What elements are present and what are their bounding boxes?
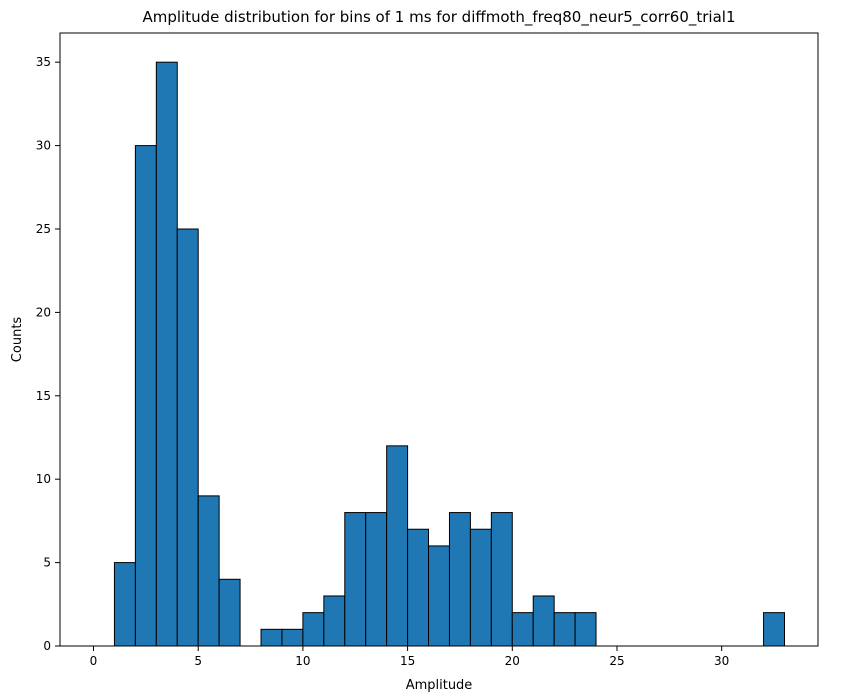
- chart-title: Amplitude distribution for bins of 1 ms …: [143, 8, 736, 27]
- histogram-bar: [532, 595, 555, 647]
- histogram-bar: [574, 612, 597, 647]
- histogram-bar: [176, 228, 199, 647]
- histogram-bar: [763, 612, 785, 647]
- x-tick-label: 25: [609, 654, 624, 668]
- x-tick-label: 0: [90, 654, 98, 668]
- histogram-bar: [323, 595, 346, 647]
- x-tick-label: 30: [714, 654, 729, 668]
- histogram-bar: [218, 578, 241, 647]
- histogram-bar: [407, 528, 430, 647]
- x-tick-label: 15: [400, 654, 415, 668]
- x-axis-label: Amplitude: [406, 678, 473, 693]
- histogram-bar: [448, 512, 471, 647]
- y-tick-label: 30: [36, 139, 51, 153]
- histogram-bar: [490, 512, 513, 647]
- histogram-bar: [553, 612, 576, 647]
- histogram-bar: [344, 512, 367, 647]
- histogram-bar: [260, 628, 283, 647]
- bars-group: [113, 61, 785, 647]
- plot-area-frame: [59, 32, 819, 647]
- histogram-bar: [281, 628, 304, 647]
- x-axis: 0 5 10 15 20 25 30: [90, 646, 729, 668]
- y-tick-label: 0: [43, 639, 51, 653]
- x-tick-label: 20: [505, 654, 520, 668]
- histogram-bar: [365, 512, 388, 647]
- y-tick-label: 25: [36, 222, 51, 236]
- y-tick-label: 35: [36, 55, 51, 69]
- y-axis-label: Counts: [10, 317, 25, 363]
- histogram-bar: [428, 545, 450, 647]
- x-tick-label: 10: [295, 654, 310, 668]
- y-tick-label: 15: [36, 389, 51, 403]
- histogram-bar: [386, 445, 409, 647]
- histogram-bar: [113, 562, 136, 647]
- y-axis: 0 5 10 15 20 25 30 35: [36, 55, 60, 653]
- histogram-bar: [469, 528, 492, 647]
- histogram-bar: [134, 145, 157, 647]
- y-tick-label: 5: [43, 556, 51, 570]
- histogram-bar: [197, 495, 220, 647]
- x-tick-label: 5: [194, 654, 202, 668]
- histogram-bar: [511, 612, 534, 647]
- histogram-bar: [155, 61, 178, 647]
- y-tick-label: 10: [36, 472, 51, 486]
- histogram-bar: [302, 612, 325, 647]
- y-tick-label: 20: [36, 305, 51, 319]
